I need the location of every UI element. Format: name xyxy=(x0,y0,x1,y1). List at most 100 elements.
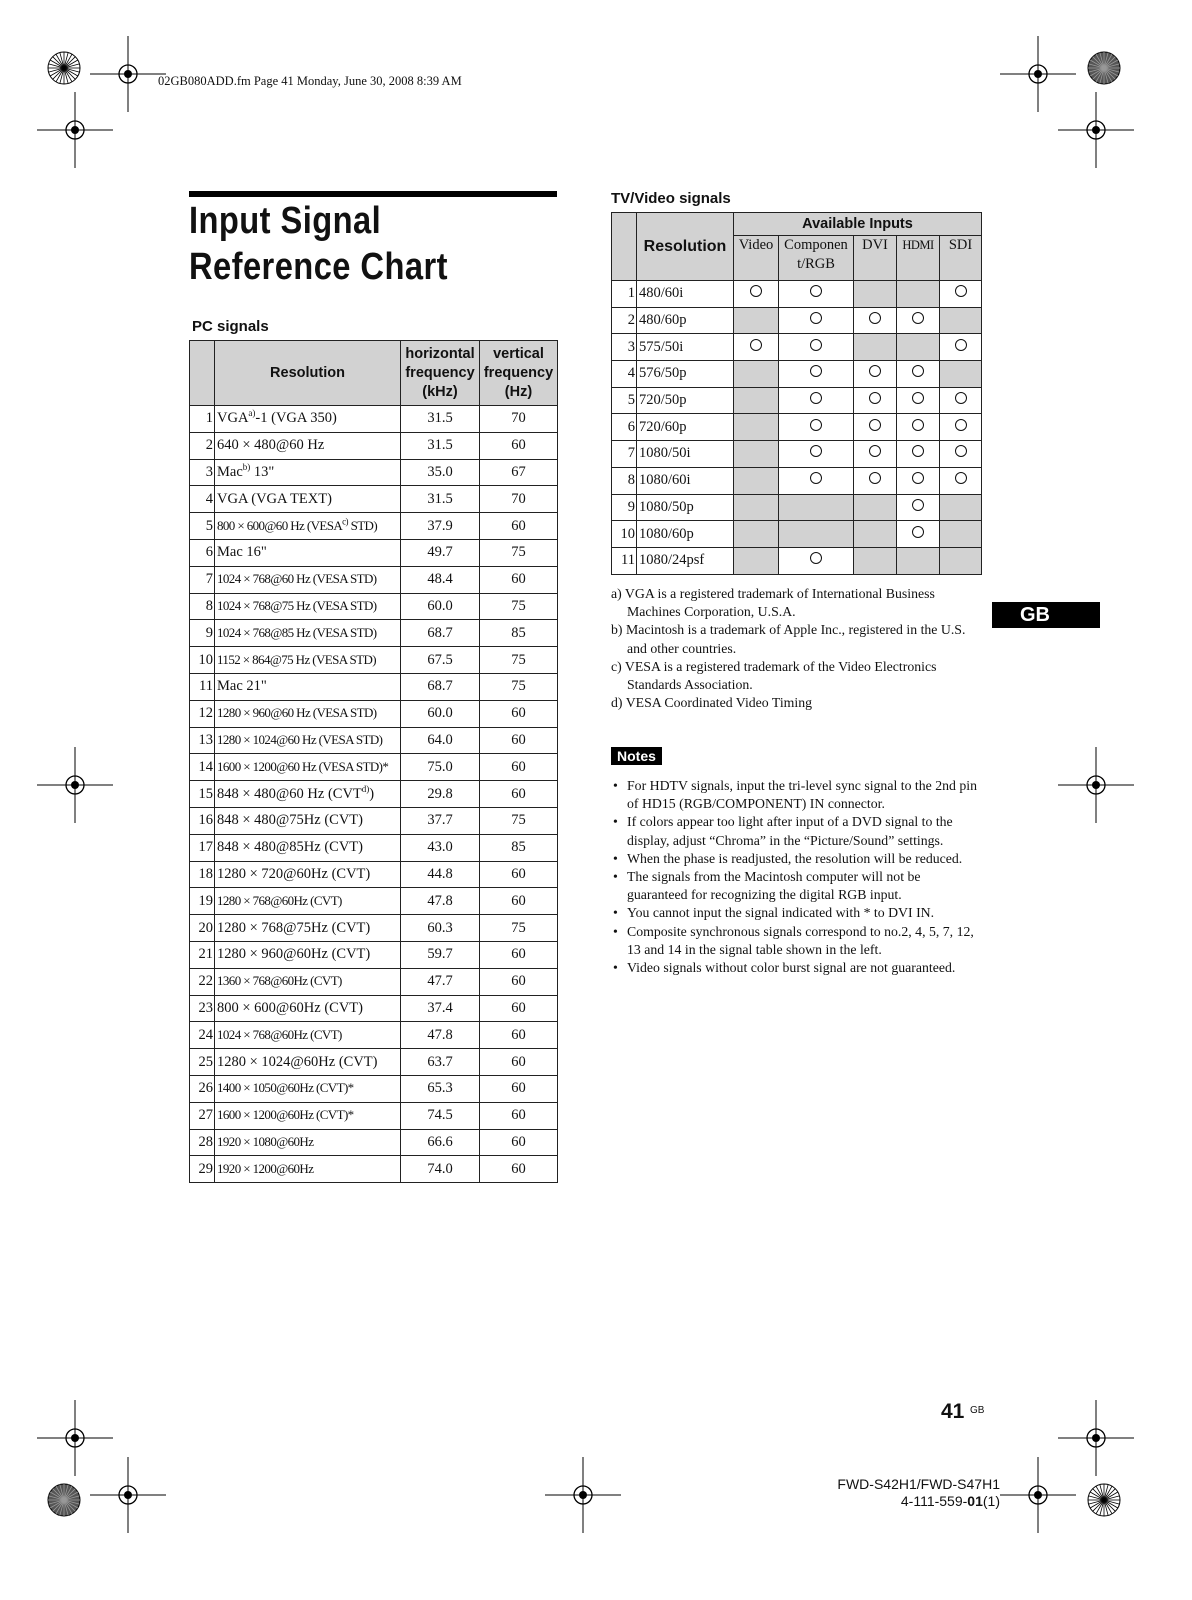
vertical-frequency-cell: 60 xyxy=(479,1128,558,1157)
row-number: 27 xyxy=(189,1101,215,1130)
resolution-cell: 800 × 600@60Hz (CVT) xyxy=(214,994,401,1023)
row-number: 2 xyxy=(611,306,637,335)
crosshair-mark-icon xyxy=(1000,36,1076,112)
available-circle-icon xyxy=(912,525,924,538)
table-row: 25 1280 × 1024@60Hz (CVT) 63.7 60 xyxy=(189,1048,558,1076)
horizontal-frequency-cell: 60.0 xyxy=(400,592,480,621)
available-circle-icon xyxy=(810,445,822,458)
sdi-cell xyxy=(938,466,983,495)
row-number: 18 xyxy=(189,860,215,889)
vertical-frequency-cell: 75 xyxy=(479,538,558,567)
footnote-c: c) VESA is a registered trademark of the… xyxy=(611,658,937,693)
vertical-frequency-cell: 60 xyxy=(479,887,558,916)
horizontal-frequency-cell: 47.7 xyxy=(400,967,480,996)
vertical-frequency-cell: 85 xyxy=(479,833,558,862)
table-row: 6 720/60p xyxy=(611,413,983,442)
dvi-cell xyxy=(853,440,897,468)
vertical-frequency-cell: 75 xyxy=(479,672,558,701)
table-row: 28 1920 × 1080@60Hz 66.6 60 xyxy=(189,1128,558,1157)
video-cell xyxy=(733,306,779,335)
registration-target-icon xyxy=(1087,1483,1121,1517)
table-row: 1 VGAa)-1 (VGA 350) 31.5 70 xyxy=(189,405,558,433)
resolution-text: 848 × 480@85Hz (CVT) xyxy=(217,839,363,856)
row-number: 10 xyxy=(189,646,215,674)
header-resolution: Resolution xyxy=(214,340,401,406)
component-rgb-cell xyxy=(778,520,854,548)
resolution-text: VGA (VGA TEXT) xyxy=(217,490,332,507)
crosshair-mark-icon xyxy=(1058,92,1134,168)
header-resolution: Resolution xyxy=(636,212,734,281)
horizontal-frequency-cell: 67.5 xyxy=(400,646,480,674)
vertical-frequency-cell: 60 xyxy=(479,967,558,996)
pc-signals-heading: PC signals xyxy=(192,318,269,335)
video-cell xyxy=(733,280,779,308)
video-cell xyxy=(733,546,779,575)
resolution-cell: 1280 × 768@75Hz (CVT) xyxy=(214,914,401,942)
header-horizontal-frequency: horizontal frequency (kHz) xyxy=(400,340,480,406)
horizontal-frequency-cell: 44.8 xyxy=(400,860,480,889)
hdmi-cell xyxy=(896,493,940,522)
resolution-text: Mac 16" xyxy=(217,544,267,561)
table-row: 21 1280 × 960@60Hz (CVT) 59.7 60 xyxy=(189,940,558,969)
resolution-text: 1920 × 1200@60Hz xyxy=(217,1160,314,1176)
available-circle-icon xyxy=(869,312,881,325)
resolution-text: 1024 × 768@60 Hz (VESA STD) xyxy=(217,571,377,587)
note-item: Video signals without color burst signal… xyxy=(611,959,981,977)
row-number: 4 xyxy=(189,485,215,514)
resolution-text: 1280 × 768@75Hz (CVT) xyxy=(217,919,371,936)
resolution-text: 1280 × 720@60Hz (CVT) xyxy=(217,865,371,882)
resolution-cell: 1024 × 768@85 Hz (VESA STD) xyxy=(214,619,401,648)
row-number: 3 xyxy=(611,333,637,362)
component-rgb-cell xyxy=(778,280,854,308)
resolution-text: 848 × 480@75Hz (CVT) xyxy=(217,812,363,829)
available-circle-icon xyxy=(869,365,881,378)
row-number: 5 xyxy=(611,386,637,415)
hdmi-cell xyxy=(896,280,940,308)
footnote-b: b) Macintosh is a trademark of Apple Inc… xyxy=(611,622,966,656)
video-cell xyxy=(733,386,779,415)
page-title: Input Signal Reference Chart xyxy=(189,200,448,288)
pc-signals-table: Resolution horizontal frequency (kHz) vert… xyxy=(189,340,558,1184)
table-row: 5 720/50p xyxy=(611,386,983,415)
horizontal-frequency-cell: 66.6 xyxy=(400,1128,480,1157)
component-rgb-cell xyxy=(778,440,854,468)
table-row: 3 575/50i xyxy=(611,333,983,362)
available-circle-icon xyxy=(912,392,924,405)
crosshair-mark-icon xyxy=(37,1400,113,1476)
resolution-cell: 1280 × 768@60Hz (CVT) xyxy=(214,887,401,916)
resolution-text: VGAa)-1 (VGA 350) xyxy=(217,408,337,427)
vertical-frequency-cell: 60 xyxy=(479,699,558,728)
resolution-cell: 1080/60p xyxy=(636,520,734,548)
table-row: 24 1024 × 768@60Hz (CVT) 47.8 60 xyxy=(189,1021,558,1050)
vertical-frequency-cell: 70 xyxy=(479,405,558,433)
crosshair-mark-icon xyxy=(1000,1457,1076,1533)
component-rgb-cell xyxy=(778,413,854,442)
table-row: 3 Macb) 13" 35.0 67 xyxy=(189,458,558,487)
available-circle-icon xyxy=(912,312,924,325)
row-number: 1 xyxy=(189,405,215,433)
note-item: When the phase is readjusted, the resolu… xyxy=(611,850,981,868)
hdmi-cell xyxy=(896,333,940,362)
row-number: 26 xyxy=(189,1074,215,1103)
table-row: 9 1080/50p xyxy=(611,493,983,522)
resolution-cell: 1920 × 1200@60Hz xyxy=(214,1155,401,1184)
table-row: 19 1280 × 768@60Hz (CVT) 47.8 60 xyxy=(189,887,558,916)
sdi-cell xyxy=(938,280,983,308)
horizontal-frequency-cell: 59.7 xyxy=(400,940,480,969)
table-row: 11 1080/24psf xyxy=(611,546,983,575)
vertical-frequency-cell: 60 xyxy=(479,1155,558,1184)
resolution-text: 1280 × 768@60Hz (CVT) xyxy=(217,892,342,908)
hdmi-cell xyxy=(896,386,940,415)
horizontal-frequency-cell: 43.0 xyxy=(400,833,480,862)
row-number: 10 xyxy=(611,520,637,548)
resolution-cell: 1024 × 768@60Hz (CVT) xyxy=(214,1021,401,1050)
resolution-cell: 800 × 600@60 Hz (VESAc) STD) xyxy=(214,512,401,540)
hdmi-cell xyxy=(896,440,940,468)
vertical-frequency-cell: 85 xyxy=(479,619,558,648)
vertical-frequency-cell: 60 xyxy=(479,1048,558,1076)
resolution-text: 1600 × 1200@60Hz (CVT)* xyxy=(217,1107,354,1123)
available-circle-icon xyxy=(750,338,762,351)
note-item: For HDTV signals, input the tri-level sy… xyxy=(611,777,981,813)
footnote-ref: c) xyxy=(342,516,348,527)
